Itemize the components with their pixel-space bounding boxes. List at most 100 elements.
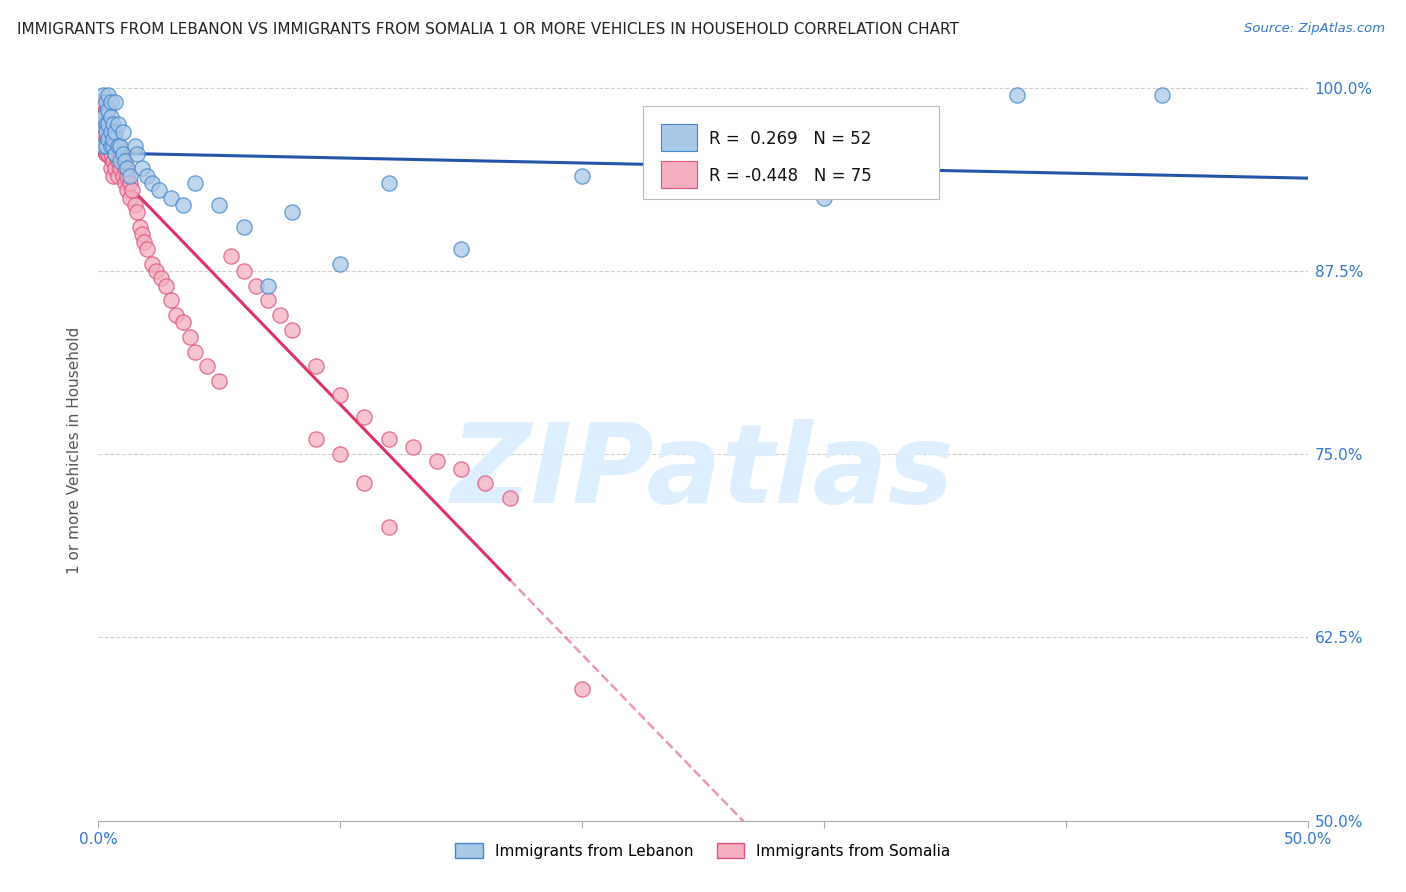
- Point: [97, 132, 120, 146]
- Point: [402, 440, 425, 454]
- Point: [121, 183, 143, 197]
- Point: [111, 146, 134, 161]
- Point: [134, 235, 156, 249]
- Point: [141, 256, 163, 270]
- Point: [97, 103, 120, 117]
- Text: R = -0.448   N = 75: R = -0.448 N = 75: [709, 167, 872, 185]
- Point: [127, 146, 149, 161]
- Point: [148, 183, 170, 197]
- Point: [91, 110, 114, 124]
- Point: [208, 198, 231, 212]
- Point: [97, 146, 120, 161]
- Point: [114, 176, 136, 190]
- Legend: Immigrants from Lebanon, Immigrants from Somalia: Immigrants from Lebanon, Immigrants from…: [450, 837, 956, 865]
- Point: [94, 132, 117, 146]
- Point: [100, 125, 122, 139]
- Point: [91, 125, 114, 139]
- Point: [150, 271, 173, 285]
- Point: [104, 146, 127, 161]
- Point: [353, 410, 375, 425]
- Point: [256, 278, 278, 293]
- Point: [94, 117, 117, 131]
- Point: [165, 308, 187, 322]
- Point: [179, 330, 201, 344]
- Point: [135, 242, 157, 256]
- Point: [94, 117, 117, 131]
- Point: [118, 190, 141, 204]
- Point: [108, 139, 131, 153]
- Point: [91, 139, 114, 153]
- Point: [90, 110, 112, 124]
- Point: [100, 110, 122, 124]
- Point: [1007, 87, 1029, 102]
- Point: [114, 161, 136, 176]
- Point: [91, 95, 114, 110]
- Point: [377, 520, 399, 534]
- Point: [195, 359, 218, 373]
- Point: [101, 139, 124, 153]
- Point: [131, 227, 153, 242]
- Point: [94, 125, 117, 139]
- FancyBboxPatch shape: [661, 124, 697, 151]
- Point: [813, 190, 835, 204]
- Point: [377, 433, 399, 447]
- Point: [118, 169, 141, 183]
- Point: [305, 359, 328, 373]
- Point: [111, 153, 134, 168]
- Point: [100, 95, 122, 110]
- Point: [114, 153, 136, 168]
- Point: [111, 169, 134, 183]
- Point: [281, 322, 304, 336]
- Point: [353, 476, 375, 491]
- Point: [160, 190, 183, 204]
- Text: ZIPatlas: ZIPatlas: [451, 419, 955, 526]
- Point: [450, 242, 472, 256]
- Point: [127, 205, 149, 219]
- Point: [108, 146, 131, 161]
- Text: Source: ZipAtlas.com: Source: ZipAtlas.com: [1244, 22, 1385, 36]
- Point: [94, 139, 117, 153]
- Point: [172, 315, 194, 329]
- Point: [100, 161, 122, 176]
- Point: [498, 491, 520, 505]
- Point: [101, 139, 124, 153]
- Point: [141, 176, 163, 190]
- Point: [1152, 87, 1174, 102]
- Point: [128, 219, 150, 234]
- Point: [184, 344, 207, 359]
- Point: [281, 205, 304, 219]
- Point: [101, 125, 124, 139]
- Point: [104, 95, 127, 110]
- Point: [450, 462, 472, 476]
- Point: [232, 219, 254, 234]
- Point: [108, 153, 131, 168]
- Point: [155, 278, 177, 293]
- Point: [97, 132, 120, 146]
- Point: [184, 176, 207, 190]
- Point: [104, 146, 127, 161]
- Point: [426, 454, 449, 468]
- Point: [305, 433, 328, 447]
- Point: [101, 117, 124, 131]
- Point: [571, 169, 593, 183]
- Point: [97, 117, 120, 131]
- Point: [97, 87, 120, 102]
- Point: [329, 388, 352, 402]
- Point: [107, 169, 129, 183]
- Point: [329, 447, 352, 461]
- Point: [94, 103, 117, 117]
- Point: [256, 293, 278, 308]
- Point: [94, 146, 117, 161]
- Point: [100, 132, 122, 146]
- Y-axis label: 1 or more Vehicles in Household: 1 or more Vehicles in Household: [67, 326, 83, 574]
- Point: [90, 117, 112, 131]
- Point: [111, 125, 134, 139]
- Point: [232, 264, 254, 278]
- Point: [124, 198, 146, 212]
- Point: [104, 125, 127, 139]
- Point: [172, 198, 194, 212]
- Point: [474, 476, 496, 491]
- Point: [101, 169, 124, 183]
- Point: [107, 139, 129, 153]
- Point: [97, 103, 120, 117]
